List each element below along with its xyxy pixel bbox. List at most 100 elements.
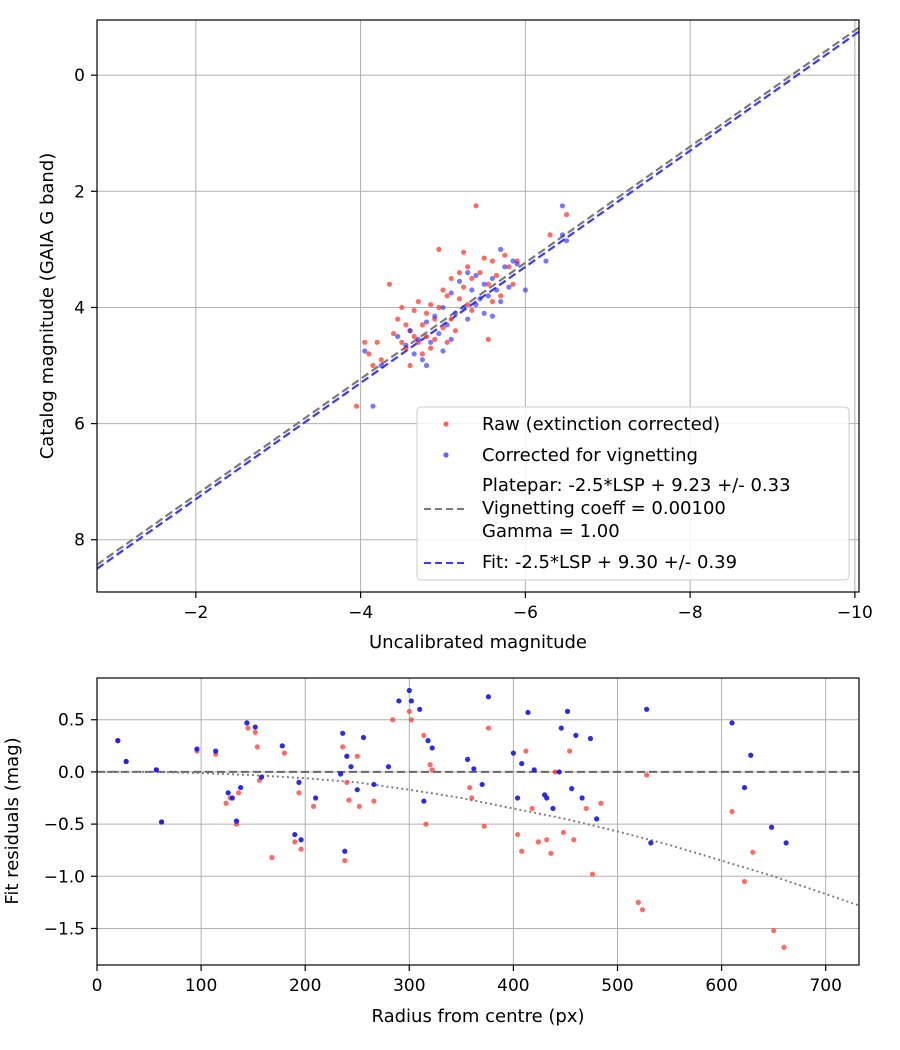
residual-raw-point <box>344 779 350 785</box>
residual-corrected-point <box>768 824 775 830</box>
bottom-x-tick-label: 200 <box>289 976 321 996</box>
corrected-point <box>465 316 471 322</box>
corrected-point <box>481 310 487 316</box>
legend-platepar-line-1: Platepar: -2.5*LSP + 9.23 +/- 0.33 <box>482 475 791 496</box>
corrected-point <box>559 232 566 238</box>
residual-corrected-point <box>252 724 258 730</box>
raw-point <box>428 345 434 351</box>
corrected-point <box>522 287 528 293</box>
corrected-point <box>419 357 425 363</box>
residual-corrected-point <box>579 795 585 801</box>
top-y-tick-label: 2 <box>74 182 85 202</box>
residual-corrected-point <box>748 752 754 758</box>
residual-raw-point <box>544 837 550 843</box>
residual-corrected-point <box>587 735 594 742</box>
raw-point <box>411 307 417 313</box>
top-x-tick-label: −2 <box>183 603 208 623</box>
bottom-lines <box>97 770 859 907</box>
raw-point <box>353 403 360 409</box>
raw-point <box>366 351 372 357</box>
corrected-point <box>440 348 446 354</box>
residual-raw-point <box>408 717 414 723</box>
raw-point <box>362 339 368 345</box>
corrected-point <box>395 333 401 340</box>
raw-point <box>452 328 458 334</box>
top-x-tick-label: −8 <box>678 603 703 623</box>
residual-corrected-point <box>550 805 556 812</box>
corrected-point <box>370 403 376 409</box>
legend-platepar-line-2: Vignetting coeff = 0.00100 <box>482 498 726 519</box>
residual-corrected-point <box>229 795 235 801</box>
raw-point <box>370 362 376 369</box>
residual-corrected-point <box>417 706 423 712</box>
residual-corrected-point <box>556 769 562 775</box>
residual-corrected-point <box>344 753 350 759</box>
residual-raw-point <box>429 767 435 773</box>
residual-corrected-point <box>313 795 319 801</box>
corrected-point <box>362 348 368 354</box>
residual-corrected-point <box>525 709 531 716</box>
raw-point <box>395 316 401 322</box>
corrected-point <box>407 328 413 334</box>
residual-raw-point <box>548 850 554 856</box>
legend-fit-label: Fit: -2.5*LSP + 9.30 +/- 0.39 <box>482 552 737 573</box>
residual-raw-point <box>346 797 352 803</box>
raw-point <box>456 296 463 302</box>
residual-raw-point <box>781 944 787 950</box>
raw-point <box>547 232 553 238</box>
corrected-point <box>432 313 438 319</box>
bottom-x-axis-label: Radius from centre (px) <box>371 1006 584 1027</box>
corrected-point <box>473 272 479 279</box>
residual-corrected-point <box>783 840 789 846</box>
raw-point <box>460 249 467 255</box>
bottom-x-tick-label: 0 <box>92 976 103 996</box>
residual-corrected-point <box>479 781 485 788</box>
residual-corrected-point <box>340 730 346 736</box>
residual-raw-point <box>598 800 604 806</box>
raw-point <box>423 333 430 340</box>
residual-raw-point <box>523 748 529 754</box>
residual-raw-point <box>371 798 377 804</box>
residual-corrected-point <box>233 818 240 824</box>
raw-point <box>485 336 491 342</box>
raw-point <box>444 339 450 345</box>
raw-point <box>502 252 508 258</box>
corrected-point <box>423 362 430 369</box>
corrected-point <box>423 319 430 325</box>
corrected-point <box>485 293 491 299</box>
corrected-point <box>498 299 504 305</box>
bottom-y-tick-label: −0.5 <box>44 815 85 835</box>
top-y-tick-label: 0 <box>74 66 85 86</box>
residual-raw-point <box>644 772 650 778</box>
residual-raw-point <box>254 744 260 750</box>
raw-point <box>485 281 491 287</box>
bottom-y-tick-label: −1.0 <box>44 867 85 887</box>
bottom-y-tick-label: 0.0 <box>58 763 85 783</box>
raw-point <box>378 357 384 363</box>
residual-raw-point <box>390 717 396 723</box>
bottom-grid <box>96 678 859 965</box>
corrected-point <box>444 322 450 328</box>
corrected-point <box>452 310 458 316</box>
raw-point <box>469 307 475 313</box>
residual-corrected-point <box>573 732 579 739</box>
bottom-ticks: 0 100 200 300 400 500 600 700 0.5 0.0 −0.5 −1.0 −1.5 <box>44 711 842 996</box>
residual-corrected-point <box>342 848 348 854</box>
top-y-tick-label: 4 <box>74 298 85 318</box>
residual-corrected-point <box>558 725 564 731</box>
raw-point <box>498 293 504 299</box>
residual-corrected-point <box>564 708 571 714</box>
raw-point <box>448 316 454 322</box>
raw-point <box>399 339 405 345</box>
residual-raw-point <box>340 744 346 750</box>
legend-platepar-line-3: Gamma = 1.00 <box>482 521 620 542</box>
residual-raw-point <box>406 708 412 714</box>
top-x-tick-label: −4 <box>348 603 373 623</box>
top-points <box>353 203 570 409</box>
residual-raw-point <box>750 849 756 855</box>
raw-point <box>510 281 516 287</box>
residual-corrected-point <box>569 786 575 792</box>
residual-corrected-point <box>741 784 748 791</box>
corrected-point <box>465 270 471 276</box>
